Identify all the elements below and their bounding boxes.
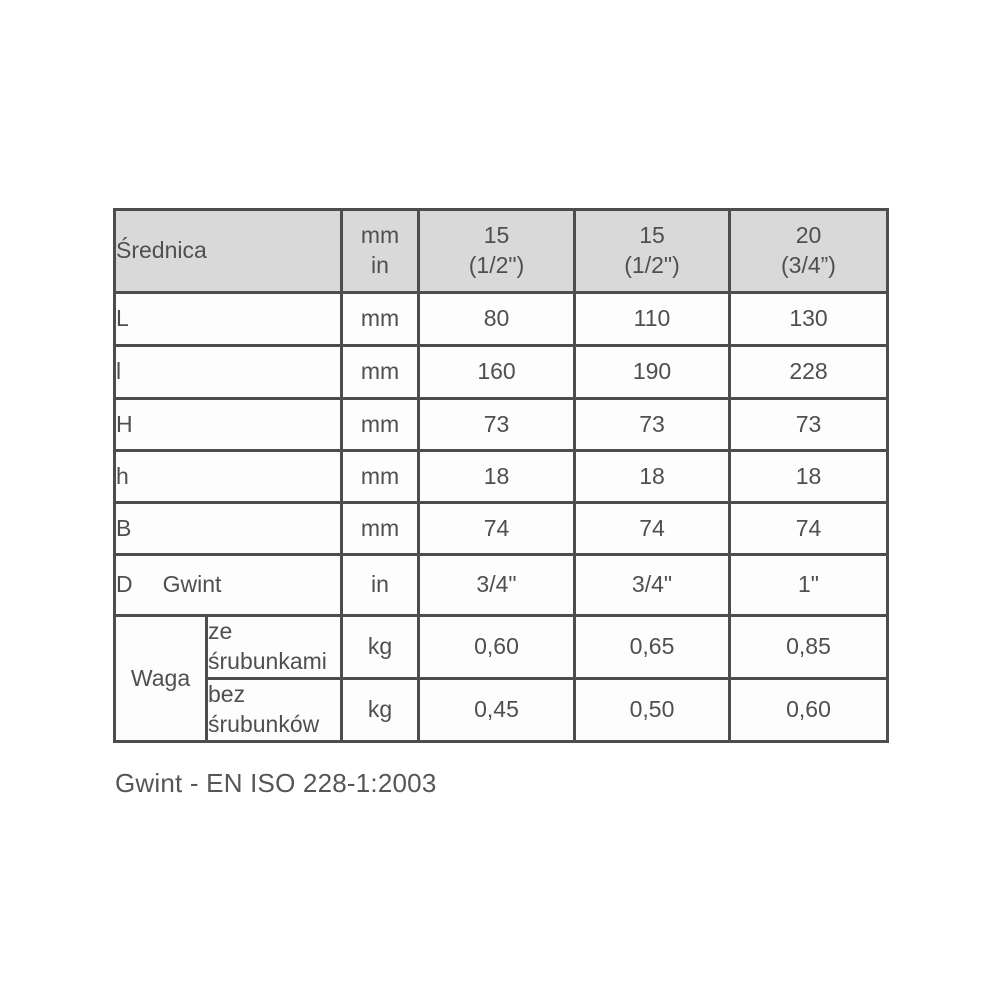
row-l: l mm 160 190 228 <box>113 344 889 400</box>
header-row: Średnica mm in 15 (1/2") 15 (1/2") 20 (3… <box>113 208 889 294</box>
waga-without-value-3: 0,60 <box>728 677 889 743</box>
row-L-value-2: 110 <box>573 291 731 347</box>
row-h: h mm 18 18 18 <box>113 449 889 504</box>
row-h-unit: mm <box>340 449 420 504</box>
row-H-value-3: 73 <box>728 397 889 452</box>
header-size-3-inch: (3/4”) <box>781 252 836 278</box>
row-h-label: h <box>113 449 343 504</box>
row-B-value-2: 74 <box>573 501 731 556</box>
row-waga-with-unions: Waga ze śrubunkami kg 0,60 0,65 0,85 <box>113 614 889 743</box>
row-l-value-3: 228 <box>728 344 889 400</box>
row-l-value-2: 190 <box>573 344 731 400</box>
row-D-gwint: D Gwint in 3/4" 3/4" 1" <box>113 553 889 617</box>
row-L-unit: mm <box>340 291 420 347</box>
row-D-label: D Gwint <box>113 553 343 617</box>
row-l-value-1: 160 <box>417 344 576 400</box>
row-B: B mm 74 74 74 <box>113 501 889 556</box>
header-size-1-inch: (1/2") <box>468 252 525 278</box>
waga-label: Waga <box>113 614 208 743</box>
header-size-1: 15 (1/2") <box>417 208 576 294</box>
row-H-value-1: 73 <box>417 397 576 452</box>
row-H-value-2: 73 <box>573 397 731 452</box>
header-size-1-dn: 15 <box>483 222 510 249</box>
row-H-unit: mm <box>340 397 420 452</box>
spec-table: Średnica mm in 15 (1/2") 15 (1/2") 20 (3… <box>113 208 889 743</box>
row-l-label: l <box>113 344 343 400</box>
waga-sub-without: bez śrubunków <box>205 677 343 743</box>
waga-with-unit: kg <box>340 614 420 680</box>
header-size-2-dn: 15 <box>639 222 665 249</box>
row-L-label: L <box>113 291 343 347</box>
row-h-value-2: 18 <box>573 449 731 504</box>
header-diameter-label: Średnica <box>113 208 343 294</box>
waga-without-unit: kg <box>340 677 420 743</box>
row-D-value-3: 1" <box>728 553 889 617</box>
row-B-value-3: 74 <box>728 501 889 556</box>
waga-without-value-2: 0,50 <box>573 677 731 743</box>
row-D-unit: in <box>340 553 420 617</box>
header-size-2-inch: (1/2") <box>624 252 680 278</box>
header-size-3: 20 (3/4”) <box>728 208 889 294</box>
row-B-label: B <box>113 501 343 556</box>
row-L: L mm 80 110 130 <box>113 291 889 347</box>
row-h-value-1: 18 <box>417 449 576 504</box>
row-L-value-3: 130 <box>728 291 889 347</box>
row-D-label-letter: D <box>116 571 133 598</box>
header-unit-cell: mm in <box>340 208 420 294</box>
row-waga-without-unions: bez śrubunków kg 0,45 0,50 0,60 <box>115 677 889 743</box>
row-B-value-1: 74 <box>417 501 576 556</box>
waga-with-value-1: 0,60 <box>417 614 576 680</box>
waga-without-value-1: 0,45 <box>417 677 576 743</box>
header-unit-in: in <box>371 252 389 278</box>
thread-standard-note: Gwint - EN ISO 228-1:2003 <box>115 768 437 798</box>
row-H-label: H <box>113 397 343 452</box>
row-h-value-3: 18 <box>728 449 889 504</box>
row-H: H mm 73 73 73 <box>113 397 889 452</box>
waga-with-value-3: 0,85 <box>728 614 889 680</box>
row-B-unit: mm <box>340 501 420 556</box>
row-l-unit: mm <box>340 344 420 400</box>
waga-sub-with: ze śrubunkami <box>205 614 343 680</box>
waga-with-value-2: 0,65 <box>573 614 731 680</box>
header-size-2: 15 (1/2") <box>573 208 731 294</box>
header-unit-mm: mm <box>360 222 400 249</box>
row-D-value-1: 3/4" <box>417 553 576 617</box>
header-size-3-dn: 20 <box>795 222 822 249</box>
row-D-label-gwint: Gwint <box>162 571 222 598</box>
row-L-value-1: 80 <box>417 291 576 347</box>
row-D-value-2: 3/4" <box>573 553 731 617</box>
